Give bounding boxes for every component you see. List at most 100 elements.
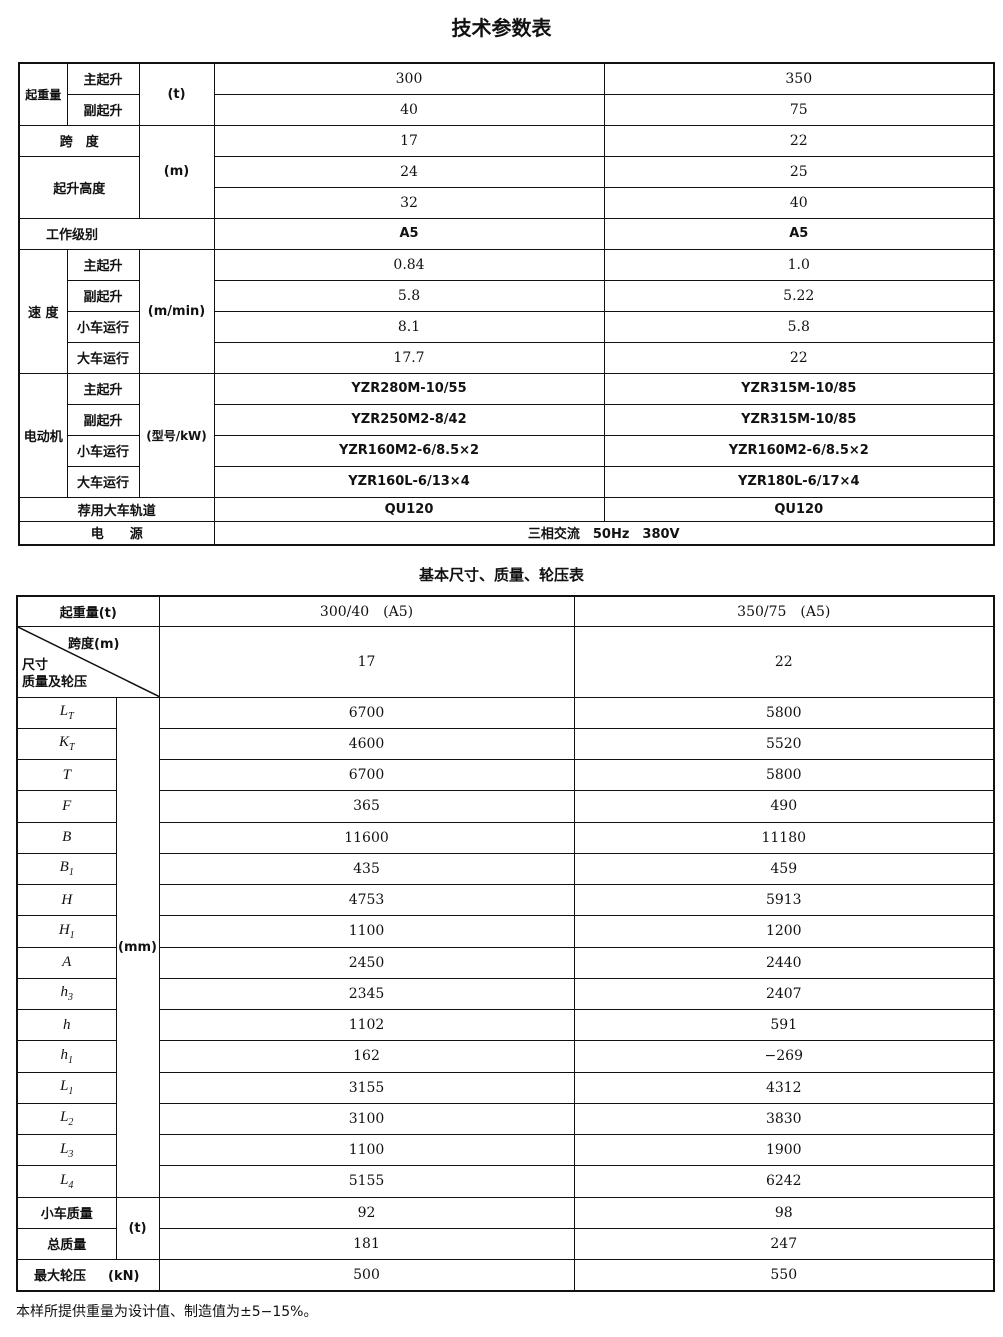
cell: 8.1	[213, 310, 605, 343]
table2-title: 基本尺寸、质量、轮压表	[418, 566, 584, 584]
cell: 5800	[573, 758, 995, 792]
cell: 490	[573, 790, 995, 823]
cell: YZR315M-10/85	[603, 403, 995, 436]
dimension-symbol: h1	[16, 1040, 117, 1073]
label: 主起升	[66, 372, 140, 405]
cell: 181	[158, 1227, 575, 1261]
cell: 1102	[158, 1008, 575, 1042]
label: 跨 度	[18, 124, 140, 157]
label: 最大轮压 (kN)	[16, 1258, 160, 1292]
table-row: h3 2345 2407	[16, 977, 995, 1011]
table-row: 荐用大车轨道 QU120 QU120	[18, 496, 995, 522]
symbol: L	[60, 1109, 69, 1126]
cell: 4312	[573, 1071, 995, 1104]
dimension-symbol: L4	[16, 1165, 117, 1198]
table-row: KT 4600 5520	[16, 727, 995, 761]
cell: YZR160M2-6/8.5×2	[213, 434, 605, 467]
cell: 2450	[158, 946, 575, 979]
table-row: L1 3155 4312	[16, 1071, 995, 1104]
symbol: T	[62, 766, 71, 783]
symbol: B	[59, 859, 69, 876]
subscript: 1	[68, 867, 74, 879]
table-row: 副起升 40 75	[19, 93, 995, 126]
cell: 435	[158, 852, 575, 886]
cell: A5	[603, 217, 995, 250]
table-row: H1 1100 1200	[16, 915, 995, 948]
symbol: h	[63, 1016, 71, 1033]
subscript: 4	[68, 1179, 74, 1191]
label: 电 源	[18, 520, 215, 546]
table-row: 电 源 三相交流 50Hz 380V	[18, 520, 995, 546]
dimension-symbol: h3	[16, 977, 117, 1011]
cell: A5	[213, 217, 605, 250]
cell: 1.0	[603, 248, 995, 281]
symbol: A	[62, 954, 72, 971]
unit: (t)	[138, 62, 215, 126]
unit: (mm)	[115, 696, 160, 1198]
cell: 500	[158, 1258, 575, 1292]
cell: 40	[213, 93, 605, 126]
cell: 6700	[158, 758, 575, 792]
table1-title: 技术参数表	[451, 16, 552, 40]
table-row: L4 5155 6242	[16, 1165, 995, 1198]
symbol: L	[60, 1140, 69, 1157]
table-row: L2 3100 3830	[16, 1102, 995, 1136]
cell: QU120	[603, 496, 995, 522]
table-row: 32 40	[19, 186, 995, 219]
cell: YZR250M2-8/42	[213, 403, 605, 436]
cell: 3100	[158, 1102, 575, 1136]
symbol: K	[58, 734, 69, 751]
table-row: T 6700 5800	[16, 758, 995, 792]
dimension-symbol: B1	[16, 852, 117, 886]
subscript: 1	[68, 1054, 73, 1066]
label: 起重量(t)	[16, 595, 160, 627]
symbol: H	[61, 891, 73, 908]
label: 大车运行	[66, 341, 140, 374]
cell: 5913	[573, 883, 995, 917]
table-row: F 365 490	[16, 790, 995, 823]
label: 电动机	[18, 372, 68, 498]
cell: 25	[603, 155, 995, 188]
label: 跨度(m)	[68, 636, 120, 652]
cell: 2407	[573, 977, 995, 1011]
dimension-symbol: KT	[16, 727, 117, 761]
diagonal-line	[18, 627, 159, 696]
cell: 24	[213, 155, 605, 188]
unit: (型号/kW)	[138, 372, 215, 498]
cell: 300/40 (A5)	[158, 595, 575, 627]
subscript: 3	[68, 992, 73, 1004]
table-row: L T (mm) 6700 5800	[16, 696, 995, 1198]
table-row: 起升高度 24 25	[18, 155, 995, 219]
label: 主起升	[66, 62, 140, 95]
dimension-symbol: h	[16, 1008, 117, 1042]
table-row: H 4753 5913	[16, 883, 995, 917]
table-row: 起重量 主起升 (t) 300 350	[18, 62, 995, 126]
label: 小车运行	[66, 434, 140, 467]
table-row: 最大轮压 (kN) 500 550	[16, 1258, 995, 1292]
cell: 2440	[573, 946, 995, 979]
label: 工作级别	[18, 217, 215, 250]
subscript: T	[68, 742, 75, 754]
symbol: h	[60, 984, 69, 1001]
cell: 4753	[158, 883, 575, 917]
cell: 300	[213, 62, 605, 95]
table-row: 起重量(t) 300/40 (A5) 350/75 (A5)	[16, 595, 995, 627]
label: 小车质量	[16, 1196, 117, 1229]
cell: 1900	[573, 1133, 995, 1167]
subscript: 1	[69, 929, 75, 941]
dimensions-mass-wheel-load-table: 起重量(t) 300/40 (A5) 350/75 (A5) 跨度(m) 尺寸质…	[16, 595, 996, 1292]
cell: 0.84	[213, 248, 605, 281]
cell: 40	[603, 186, 995, 219]
subscript: 2	[68, 1117, 74, 1129]
label: 起升高度	[18, 155, 140, 219]
cell: 11180	[573, 821, 995, 854]
table-row: h1 162 −269	[16, 1040, 995, 1073]
cell: 6242	[573, 1165, 995, 1198]
cell: YZR160L-6/13×4	[213, 465, 605, 498]
cell: 17	[213, 124, 605, 157]
cell: 三相交流 50Hz 380V	[213, 520, 995, 546]
dimension-symbol: T	[16, 758, 117, 792]
table-row: 速 度 主起升 (m/min) 0.84 1.0	[18, 248, 995, 374]
cell: 4600	[158, 727, 575, 761]
label: 大车运行	[66, 465, 140, 498]
